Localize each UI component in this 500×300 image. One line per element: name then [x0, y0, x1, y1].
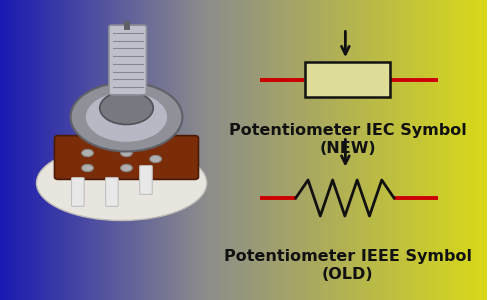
Circle shape — [82, 149, 94, 157]
Text: Potentiometer IEC Symbol
(NEW): Potentiometer IEC Symbol (NEW) — [229, 123, 466, 156]
FancyBboxPatch shape — [54, 136, 199, 179]
Circle shape — [85, 92, 168, 142]
FancyBboxPatch shape — [140, 166, 152, 194]
FancyBboxPatch shape — [72, 178, 84, 206]
Circle shape — [120, 164, 132, 172]
Circle shape — [100, 92, 153, 124]
FancyBboxPatch shape — [106, 178, 118, 206]
Circle shape — [120, 149, 132, 157]
Bar — [305, 62, 390, 97]
Bar — [124, 21, 130, 30]
FancyBboxPatch shape — [109, 25, 146, 95]
Ellipse shape — [36, 146, 206, 220]
Circle shape — [70, 82, 182, 152]
Circle shape — [150, 155, 162, 163]
Text: Potentiometer IEEE Symbol
(OLD): Potentiometer IEEE Symbol (OLD) — [224, 249, 472, 282]
Circle shape — [82, 164, 94, 172]
